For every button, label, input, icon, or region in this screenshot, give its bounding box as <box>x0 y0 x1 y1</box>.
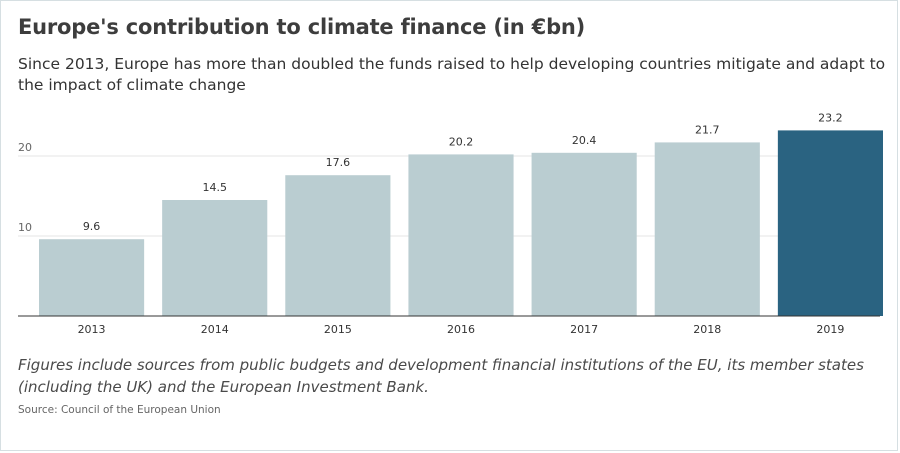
x-tick-label: 2018 <box>693 323 721 336</box>
data-label: 20.4 <box>572 134 597 147</box>
chart-subtitle: Since 2013, Europe has more than doubled… <box>18 55 886 94</box>
bar <box>654 142 760 316</box>
y-tick-label: 10 <box>18 221 32 234</box>
bar <box>531 152 637 316</box>
data-label: 23.2 <box>818 111 843 124</box>
bar <box>285 175 391 316</box>
y-tick-label: 20 <box>18 141 32 154</box>
bar <box>39 239 145 316</box>
x-tick-label: 2015 <box>324 323 352 336</box>
chart-title: Europe's contribution to climate finance… <box>18 15 586 39</box>
chart-note: Figures include sources from public budg… <box>18 356 864 396</box>
bar <box>777 130 883 316</box>
data-label: 21.7 <box>695 123 720 136</box>
source-note: Source: Council of the European Union <box>18 404 221 416</box>
x-tick-label: 2016 <box>447 323 475 336</box>
data-label: 9.6 <box>83 220 101 233</box>
data-label: 14.5 <box>202 181 227 194</box>
data-label: 20.2 <box>449 135 474 148</box>
x-tick-label: 2019 <box>816 323 844 336</box>
x-tick-label: 2017 <box>570 323 598 336</box>
data-label: 17.6 <box>326 156 351 169</box>
bar <box>408 154 514 316</box>
x-tick-label: 2013 <box>78 323 106 336</box>
bar-chart: 10 20 9.6 2013 14.5 2014 17.6 2015 20.2 2016 20.4 2… <box>18 111 883 336</box>
bar <box>162 200 268 316</box>
x-tick-label: 2014 <box>201 323 229 336</box>
